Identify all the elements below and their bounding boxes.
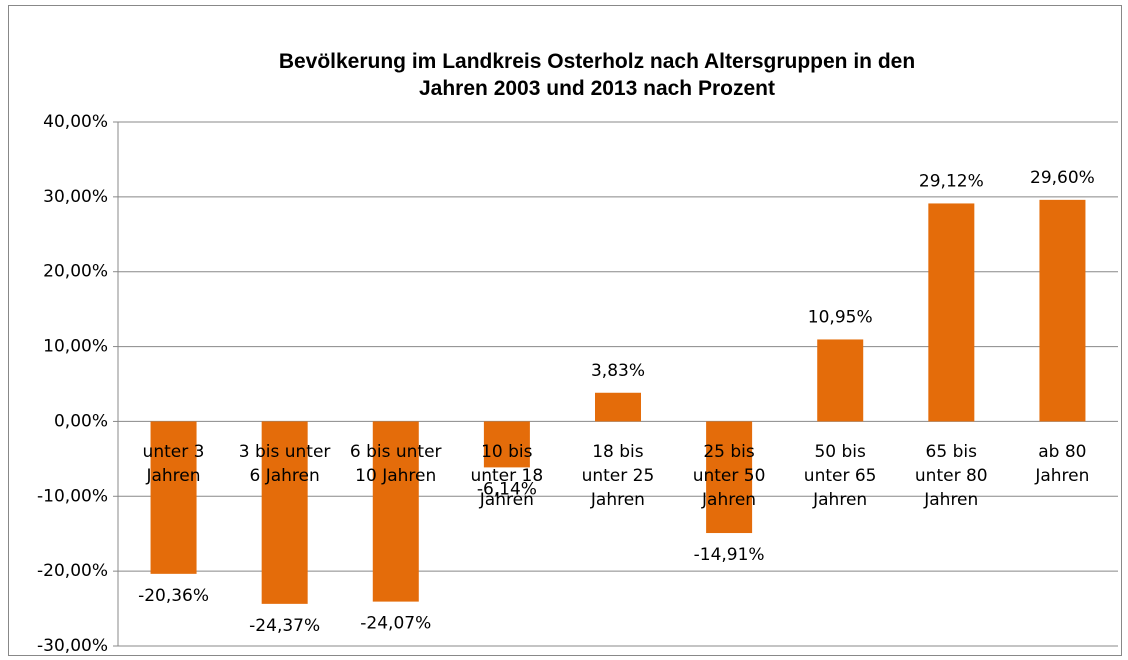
bar [261,421,308,604]
y-tick-label: 20,00% [43,262,108,282]
bar [706,421,753,534]
y-tick-label: -10,00% [37,486,108,506]
x-tick-label: unter 3 Jahren [142,442,205,486]
value-label: 3,83% [591,361,645,381]
bar [372,421,419,602]
y-tick-label: 0,00% [54,411,108,431]
x-tick-label: 65 bis unter 80 Jahren [914,442,988,510]
x-tick-label: 50 bis unter 65 Jahren [803,442,877,510]
value-label: -24,07% [360,614,431,634]
y-tick-label: 10,00% [43,337,108,357]
y-tick-label: 40,00% [43,112,108,132]
value-label: -6,14% [477,479,537,499]
value-label: 29,12% [919,171,984,191]
x-tick-label: 25 bis unter 50 Jahren [692,442,766,510]
bar [595,392,641,422]
bar [928,203,975,422]
x-tick-label: ab 80 Jahren [1035,442,1090,486]
value-label: 10,95% [808,307,873,327]
x-tick-label: 10 bis unter 18 Jahren [470,442,544,510]
y-tick-label: -20,00% [37,561,108,581]
x-tick-label: 6 bis unter 10 Jahren [349,442,442,486]
bar [483,421,530,468]
y-tick-label: -30,00% [37,636,108,656]
x-tick-label: 3 bis unter 6 Jahren [238,442,331,486]
value-label: -14,91% [694,545,765,565]
value-label: -24,37% [249,616,320,636]
x-tick-label: 18 bis unter 25 Jahren [581,442,655,510]
y-tick-label: 30,00% [43,187,108,207]
value-label: 29,60% [1030,168,1095,188]
value-label: -20,36% [138,586,209,606]
bar [150,421,197,574]
chart-title: Bevölkerung im Landkreis Osterholz nach … [278,50,916,100]
bar [1039,199,1086,422]
bar [817,339,864,422]
